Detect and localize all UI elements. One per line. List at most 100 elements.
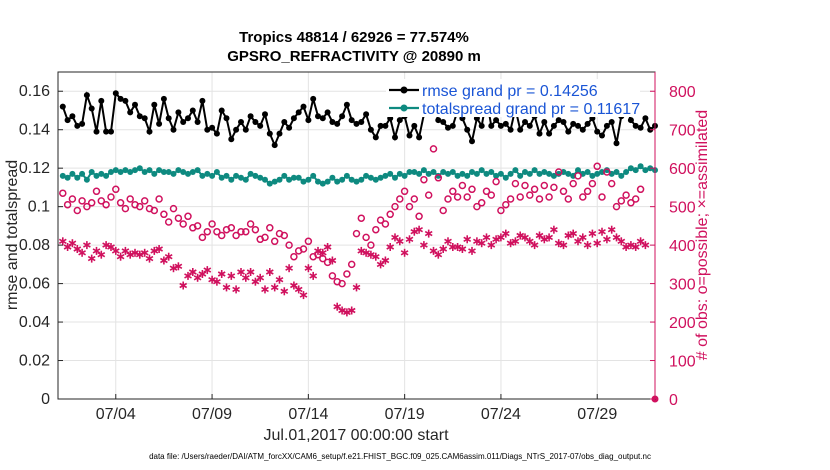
asterisk-stroke [583, 242, 592, 248]
asterisk-stroke [203, 267, 212, 273]
rmse-point [83, 92, 90, 99]
rmse-point [411, 122, 418, 129]
obs-possible-point [593, 162, 601, 171]
rmse-point [343, 101, 350, 108]
asterisk-stroke [299, 292, 308, 298]
rmse-point [223, 115, 230, 122]
asterisk-stroke [362, 250, 370, 256]
obs-assimilated-point [116, 252, 125, 261]
asterisk-stroke [107, 244, 115, 250]
totalspread-point [233, 172, 240, 179]
rmse-point [136, 113, 143, 120]
asterisk-stroke [415, 227, 423, 233]
totalspread-point [531, 167, 538, 174]
asterisk-stroke [617, 238, 626, 244]
asterisk-stroke [73, 246, 82, 252]
rmse-point [329, 119, 336, 125]
totalspread-point [411, 169, 418, 175]
totalspread-point [247, 170, 254, 177]
totalspread-point [483, 170, 490, 177]
totalspread-point [141, 169, 148, 175]
obs-assimilated-point [603, 235, 611, 244]
obs-assimilated-point [140, 248, 149, 257]
obs-assimilated-point [188, 268, 197, 276]
asterisk-stroke [347, 307, 356, 314]
asterisk-stroke [294, 286, 303, 293]
asterisk-stroke [593, 240, 602, 246]
totalspread-point [488, 169, 495, 175]
obs-assimilated-point [68, 239, 77, 248]
rmse-point [363, 111, 370, 118]
rmse-point [565, 128, 572, 135]
asterisk-stroke [280, 288, 289, 294]
rmse-point [435, 117, 442, 124]
asterisk-stroke [63, 244, 72, 250]
obs-possible-point [372, 225, 380, 234]
rmse-point [262, 111, 268, 118]
obs-assimilated-point [256, 273, 265, 282]
x-axis-label: Jul.01,2017 00:00:00 start [263, 427, 449, 444]
rmse-point [295, 109, 302, 116]
totalspread-point [367, 174, 374, 181]
rmse-point [103, 128, 110, 135]
rmse-point [271, 142, 278, 149]
totalspread-point [194, 167, 201, 174]
obs-possible-point [299, 245, 308, 253]
obs-possible-point [477, 199, 486, 207]
obs-possible-point [97, 197, 106, 205]
asterisk-stroke [241, 275, 250, 281]
x-tick-label: 07/04 [96, 406, 136, 423]
obs-assimilated-point [439, 245, 448, 253]
asterisk-stroke [140, 250, 149, 256]
obs-possible-point [227, 224, 236, 232]
rmse-point [156, 120, 163, 127]
asterisk-stroke [333, 304, 342, 310]
obs-assimilated-point [275, 275, 284, 284]
rmse-point [151, 101, 158, 108]
rmse-point [199, 97, 206, 104]
obs-possible-point [603, 168, 611, 176]
totalspread-point [396, 170, 403, 177]
asterisk-stroke [160, 257, 168, 264]
obs-possible-point [155, 195, 163, 203]
rmse-point [266, 130, 273, 137]
right-tick-label: 400 [669, 238, 696, 255]
obs-possible-point [381, 220, 390, 228]
rmse-point [170, 126, 177, 133]
totalspread-point [584, 169, 591, 175]
rmse-point [247, 113, 254, 120]
asterisk-stroke [83, 242, 91, 248]
obs-assimilated-point [501, 229, 510, 238]
obs-possible-point [343, 270, 351, 278]
asterisk-stroke [588, 230, 597, 237]
obs-assimilated-point [521, 233, 529, 242]
obs-assimilated-point [107, 243, 115, 251]
asterisk-stroke [121, 248, 130, 254]
obs-assimilated-point [294, 285, 303, 294]
totalspread-point [517, 172, 524, 179]
obs-possible-point [357, 214, 366, 222]
obs-possible-point [179, 220, 187, 228]
left-tick-label: 0.14 [19, 122, 50, 139]
asterisk-stroke [155, 246, 163, 252]
obs-assimilated-point [477, 239, 486, 248]
totalspread-point [478, 167, 485, 174]
totalspread-point [440, 169, 447, 175]
obs-possible-point [564, 195, 573, 203]
asterisk-stroke [184, 273, 192, 279]
obs-possible-point [429, 145, 438, 153]
obs-possible-point [588, 179, 597, 188]
asterisk-stroke [395, 238, 404, 244]
obs-assimilated-point [420, 241, 428, 250]
left-tick-label: 0.16 [19, 83, 50, 100]
asterisk-stroke [511, 238, 520, 244]
legend-spread-marker [400, 104, 408, 112]
rmse-point [396, 117, 403, 124]
asterisk-stroke [58, 238, 67, 244]
asterisk-stroke [352, 284, 361, 291]
y-axis-label-left: rmse and totalspread [4, 160, 21, 310]
obs-possible-point [420, 175, 428, 184]
obs-assimilated-point [395, 237, 404, 246]
asterisk-stroke [68, 240, 77, 246]
obs-assimilated-point [58, 237, 67, 246]
